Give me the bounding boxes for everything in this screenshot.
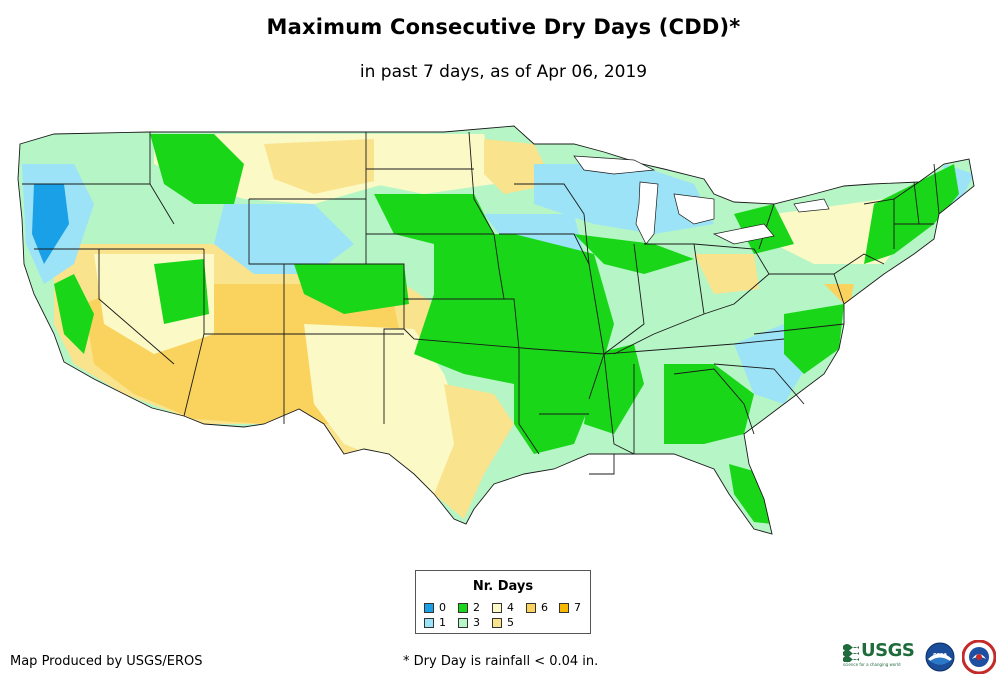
legend-box: Nr. Days 0 1 2 3 4 5 6 7 bbox=[415, 570, 591, 634]
map-fill bbox=[18, 126, 974, 534]
legend-label: 4 bbox=[507, 601, 514, 614]
legend-label: 2 bbox=[473, 601, 480, 614]
dry-day-footnote: * Dry Day is rainfall < 0.04 in. bbox=[403, 654, 599, 669]
legend-swatch bbox=[526, 603, 536, 613]
great-lakes bbox=[573, 155, 830, 245]
legend-swatch bbox=[424, 618, 434, 628]
legend-swatch bbox=[424, 603, 434, 613]
legend-label: 5 bbox=[507, 616, 514, 629]
legend-swatch bbox=[458, 618, 468, 628]
legend-title: Nr. Days bbox=[472, 579, 534, 594]
legend-label: 1 bbox=[439, 616, 446, 629]
nws-logo-icon bbox=[962, 640, 996, 674]
legend-label: 0 bbox=[439, 601, 446, 614]
legend-label: 6 bbox=[541, 601, 548, 614]
legend-swatch bbox=[492, 603, 502, 613]
usgs-tagline: science for a changing world bbox=[843, 662, 901, 667]
usgs-logo: USGS science for a changing world bbox=[843, 640, 921, 670]
us-cdd-map bbox=[17, 125, 975, 535]
noaa-text: noaa bbox=[933, 652, 947, 658]
legend-label: 7 bbox=[574, 601, 581, 614]
legend-label: 3 bbox=[473, 616, 480, 629]
legend-swatch bbox=[458, 603, 468, 613]
noaa-logo-icon: noaa bbox=[925, 642, 955, 672]
usgs-wordmark: USGS bbox=[861, 640, 915, 661]
credit-text: Map Produced by USGS/EROS bbox=[10, 654, 203, 669]
usgs-wave-icon bbox=[843, 644, 859, 662]
legend-swatch bbox=[492, 618, 502, 628]
map-title: Maximum Consecutive Dry Days (CDD)* bbox=[266, 15, 741, 39]
state-boundaries bbox=[17, 125, 975, 535]
map-subtitle: in past 7 days, as of Apr 06, 2019 bbox=[359, 62, 648, 82]
legend-swatch bbox=[559, 603, 569, 613]
